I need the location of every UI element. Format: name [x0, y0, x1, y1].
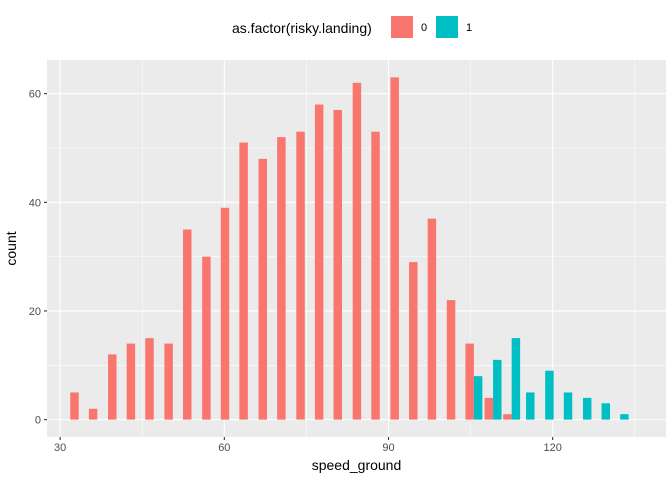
y-tick-label: 0 [35, 415, 41, 427]
bar-series-0 [296, 131, 305, 420]
bar-series-1 [582, 397, 592, 420]
bar-series-0 [145, 338, 154, 420]
y-axis-ticks: 0 20 40 60 [29, 89, 47, 427]
legend-key-0 [391, 16, 413, 38]
bar-series-0 [70, 392, 79, 420]
bar-series-0 [202, 256, 211, 420]
bar-series-0 [465, 343, 474, 420]
legend-title: as.factor(risky.landing) [232, 20, 372, 36]
legend-label-1: 1 [466, 22, 472, 34]
bar-series-0 [503, 414, 512, 420]
x-axis-ticks: 30 60 90 120 [54, 437, 562, 454]
legend: as.factor(risky.landing) 0 1 [232, 16, 472, 38]
bar-series-0 [484, 397, 494, 420]
x-tick-label: 120 [544, 442, 562, 454]
bar-series-0 [164, 343, 173, 420]
legend-label-0: 0 [421, 22, 427, 34]
y-tick-label: 20 [29, 306, 41, 318]
bar-series-1 [473, 376, 483, 420]
bar-series-1 [620, 414, 629, 420]
bar-series-0 [390, 77, 399, 420]
bar-series-1 [493, 359, 502, 420]
bar-series-0 [277, 137, 286, 420]
bar-series-0 [333, 109, 342, 420]
y-axis-title: count [3, 231, 19, 265]
x-axis-title: speed_ground [312, 457, 402, 473]
bar-series-0 [427, 218, 437, 420]
bar-series-0 [446, 300, 456, 420]
legend-key-1 [436, 16, 458, 38]
bar-series-1 [563, 392, 573, 420]
bar-series-0 [220, 207, 230, 420]
bar-series-1 [601, 403, 611, 420]
bar-series-0 [314, 104, 324, 420]
x-tick-label: 90 [382, 442, 394, 454]
bar-series-0 [239, 142, 248, 420]
bar-series-0 [126, 343, 136, 420]
x-tick-label: 30 [54, 442, 66, 454]
bar-series-1 [511, 338, 521, 420]
bar-series-1 [545, 370, 554, 420]
bar-series-0 [183, 229, 192, 420]
bars [70, 77, 629, 420]
bar-series-0 [88, 408, 98, 420]
x-tick-label: 60 [218, 442, 230, 454]
bar-series-1 [526, 392, 535, 420]
bar-series-0 [108, 354, 117, 420]
bar-series-0 [352, 82, 362, 420]
y-tick-label: 40 [29, 197, 41, 209]
bar-series-0 [371, 131, 380, 420]
bar-series-0 [258, 158, 268, 420]
bar-series-0 [409, 262, 418, 420]
y-tick-label: 60 [29, 89, 41, 101]
